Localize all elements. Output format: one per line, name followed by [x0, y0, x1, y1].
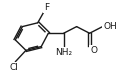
Text: Cl: Cl	[10, 63, 19, 72]
Text: OH: OH	[103, 22, 117, 31]
Text: O: O	[90, 46, 97, 55]
Text: NH₂: NH₂	[55, 48, 72, 57]
Text: F: F	[44, 3, 49, 12]
